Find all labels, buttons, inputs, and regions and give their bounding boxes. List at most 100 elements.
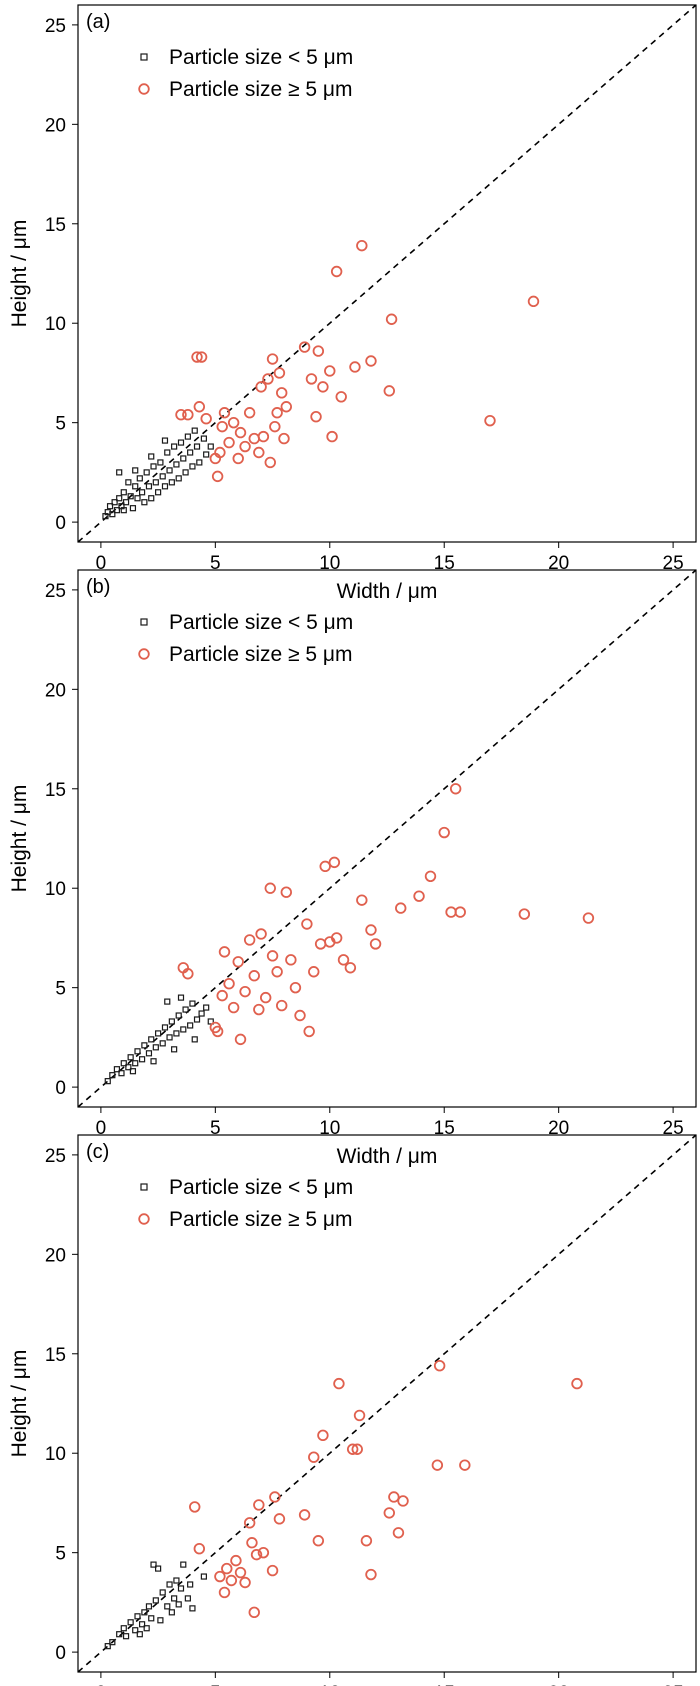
data-point xyxy=(161,483,169,490)
legend-square-icon xyxy=(140,618,148,626)
data-point xyxy=(234,1566,247,1579)
data-point xyxy=(180,1026,187,1033)
data-point xyxy=(195,351,208,363)
data-point xyxy=(319,860,331,873)
data-point xyxy=(173,461,180,468)
data-point xyxy=(459,1459,471,1471)
data-point xyxy=(138,1056,146,1063)
plot-frame xyxy=(77,1134,697,1673)
x-tick-label: 25 xyxy=(663,1683,684,1686)
legend-label-large: Particle size ≥ 5 μm xyxy=(169,643,353,666)
legend-label-small: Particle size < 5 μm xyxy=(169,1176,353,1199)
data-point xyxy=(141,1609,148,1616)
y-tick-label: 5 xyxy=(55,1544,66,1565)
data-point xyxy=(383,385,395,397)
data-point xyxy=(273,1513,286,1525)
data-point xyxy=(269,1491,281,1503)
data-point xyxy=(324,365,336,377)
y-tick-label: 15 xyxy=(45,1345,66,1366)
data-point xyxy=(571,1377,583,1390)
data-point xyxy=(305,373,318,385)
data-point xyxy=(134,1613,141,1620)
data-point xyxy=(385,313,398,325)
data-point xyxy=(136,475,143,482)
data-point xyxy=(312,345,325,357)
data-point xyxy=(298,1509,311,1521)
data-point xyxy=(116,1631,123,1638)
data-point xyxy=(200,412,212,425)
y-tick-label: 0 xyxy=(55,1643,66,1664)
data-point xyxy=(187,1581,194,1588)
data-point xyxy=(132,483,139,490)
data-point xyxy=(312,1535,325,1547)
data-point xyxy=(413,890,425,902)
data-point xyxy=(184,1595,191,1602)
y-tick-label: 20 xyxy=(45,680,66,701)
data-point xyxy=(125,479,132,486)
data-point xyxy=(276,999,288,1012)
y-tick-label: 10 xyxy=(45,1444,66,1465)
data-point xyxy=(326,430,338,443)
x-tick-label: 15 xyxy=(434,553,455,574)
data-point xyxy=(214,1570,226,1583)
legend-square-icon xyxy=(140,1183,148,1191)
data-point xyxy=(216,420,228,433)
data-point xyxy=(223,436,235,449)
data-point xyxy=(152,1597,159,1604)
legend-label-large: Particle size ≥ 5 μm xyxy=(169,1208,353,1231)
data-point xyxy=(582,912,595,924)
data-point xyxy=(216,989,228,1002)
data-point xyxy=(189,463,196,470)
data-point xyxy=(527,295,540,308)
data-point xyxy=(132,467,139,474)
x-tick-label: 20 xyxy=(548,1683,569,1686)
data-point xyxy=(111,499,118,506)
data-point xyxy=(189,1605,196,1612)
data-point xyxy=(383,1507,395,1519)
data-point xyxy=(193,1016,201,1023)
data-point xyxy=(164,998,171,1005)
data-point xyxy=(145,483,153,490)
data-point xyxy=(120,1625,127,1632)
data-point xyxy=(445,906,457,918)
data-point xyxy=(125,1064,132,1071)
data-point xyxy=(262,373,274,385)
data-point xyxy=(330,265,343,278)
data-point xyxy=(134,495,141,502)
data-point xyxy=(157,459,164,466)
data-point xyxy=(152,479,159,486)
data-point xyxy=(438,826,450,839)
data-point xyxy=(193,443,201,450)
x-tick-label: 0 xyxy=(96,1118,107,1139)
data-point xyxy=(365,355,377,367)
data-point xyxy=(257,430,270,443)
data-point xyxy=(150,1058,157,1065)
data-point xyxy=(148,453,155,460)
x-axis-label: Width / μm xyxy=(337,580,438,603)
x-tick-label: 25 xyxy=(663,1118,684,1139)
data-point xyxy=(227,416,240,429)
data-point xyxy=(365,1568,377,1581)
data-point xyxy=(330,932,343,944)
x-tick-label: 20 xyxy=(548,1118,569,1139)
data-point xyxy=(250,1548,263,1561)
data-point xyxy=(211,470,224,483)
panel-label: (a) xyxy=(86,11,110,33)
reference-line xyxy=(77,4,697,543)
data-point xyxy=(253,1499,265,1511)
data-point xyxy=(182,968,194,980)
y-tick-label: 10 xyxy=(45,314,66,335)
y-tick-label: 25 xyxy=(45,16,66,37)
data-point xyxy=(155,1565,162,1572)
series-small xyxy=(104,1561,207,1650)
data-point xyxy=(248,970,260,982)
data-point xyxy=(145,1603,153,1610)
plot-frame xyxy=(77,569,697,1108)
data-point xyxy=(207,443,214,450)
legend: Particle size < 5 μm Particle size ≥ 5 μm xyxy=(138,1176,353,1231)
data-point xyxy=(280,886,292,898)
data-point xyxy=(232,452,244,465)
data-point xyxy=(164,1603,171,1610)
data-point xyxy=(143,1625,150,1632)
